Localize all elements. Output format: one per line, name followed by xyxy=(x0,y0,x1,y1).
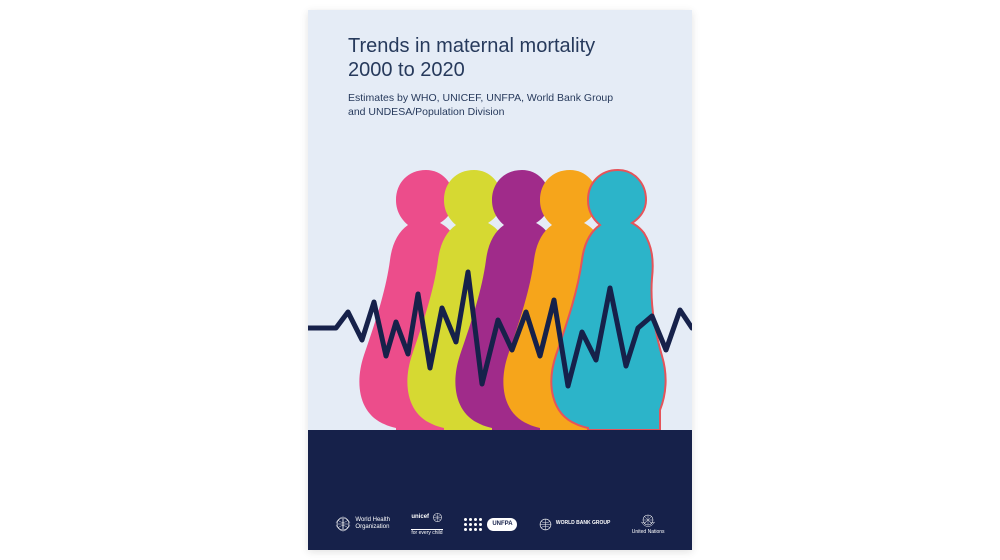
logo-who: World Health Organization xyxy=(335,516,390,532)
logo-unicef: unicef for every child xyxy=(411,512,443,536)
unfpa-dots-icon xyxy=(464,518,482,531)
title-block: Trends in maternal mortality 2000 to 202… xyxy=(348,34,652,119)
unicef-tagline: for every child xyxy=(411,529,442,537)
partner-logos-row: World Health Organization unicef for eve… xyxy=(308,512,692,550)
unfpa-pill: UNFPA xyxy=(487,518,517,531)
logo-world-bank: WORLD BANK GROUP xyxy=(539,518,610,531)
cover-lower: World Health Organization unicef for eve… xyxy=(308,430,692,550)
world-bank-globe-icon xyxy=(539,518,552,531)
unicef-wordmark: unicef xyxy=(411,514,429,521)
who-label-2: Organization xyxy=(355,524,390,531)
unicef-globe-icon xyxy=(432,512,443,523)
report-cover: Trends in maternal mortality 2000 to 202… xyxy=(308,10,692,550)
un-emblem-icon xyxy=(640,512,656,528)
title-line-1: Trends in maternal mortality xyxy=(348,35,595,57)
who-label-1: World Health xyxy=(355,517,390,524)
subtitle-line-2: and UNDESA/Population Division xyxy=(348,106,504,118)
unfpa-pill-text: UNFPA xyxy=(492,521,512,527)
page: Trends in maternal mortality 2000 to 202… xyxy=(0,0,1000,560)
logo-un: United Nations xyxy=(632,512,665,536)
world-bank-label: WORLD BANK GROUP xyxy=(556,521,610,527)
cover-upper: Trends in maternal mortality 2000 to 202… xyxy=(308,10,692,430)
un-label: United Nations xyxy=(632,530,665,536)
subtitle-line-1: Estimates by WHO, UNICEF, UNFPA, World B… xyxy=(348,92,613,104)
report-title: Trends in maternal mortality 2000 to 202… xyxy=(348,34,652,83)
title-line-2: 2000 to 2020 xyxy=(348,59,465,81)
report-subtitle: Estimates by WHO, UNICEF, UNFPA, World B… xyxy=(348,91,652,119)
logo-unfpa: UNFPA xyxy=(464,518,517,531)
who-emblem-icon xyxy=(335,516,351,532)
